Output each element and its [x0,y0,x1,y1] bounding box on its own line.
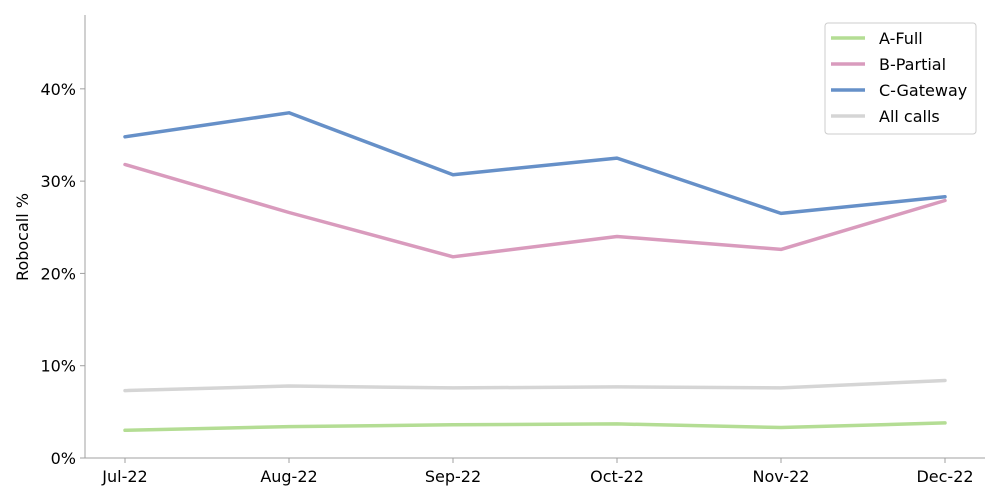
series-line-all-calls [123,378,947,393]
y-tick-label: 30% [40,172,76,191]
y-ticks: 0% 10% 20% 30% 40% [40,80,85,468]
x-tick-label: Sep-22 [425,467,481,486]
y-tick-label: 20% [40,264,76,283]
y-tick-label: 0% [51,449,76,468]
series-lines [123,111,947,433]
legend-label-all-calls: All calls [879,107,940,126]
series-line-c-gateway [123,111,947,216]
series-line-b-partial [123,162,947,259]
legend-box [824,22,977,135]
legend: A-Full B-Partial C-Gateway All calls [824,22,977,135]
x-tick-label: Dec-22 [916,467,973,486]
x-tick-label: Jul-22 [101,467,147,486]
y-tick-label: 10% [40,357,76,376]
x-tick-label: Oct-22 [590,467,644,486]
x-ticks: Jul-22 Aug-22 Sep-22 Oct-22 Nov-22 Dec-22 [101,458,974,486]
series-line-a-full [123,421,947,433]
y-tick-label: 40% [40,80,76,99]
x-tick-label: Aug-22 [260,467,317,486]
y-axis-title: Robocall % [13,193,32,281]
x-tick-label: Nov-22 [753,467,810,486]
legend-label-a-full: A-Full [879,29,923,48]
legend-label-b-partial: B-Partial [879,55,946,74]
legend-label-c-gateway: C-Gateway [879,81,967,100]
